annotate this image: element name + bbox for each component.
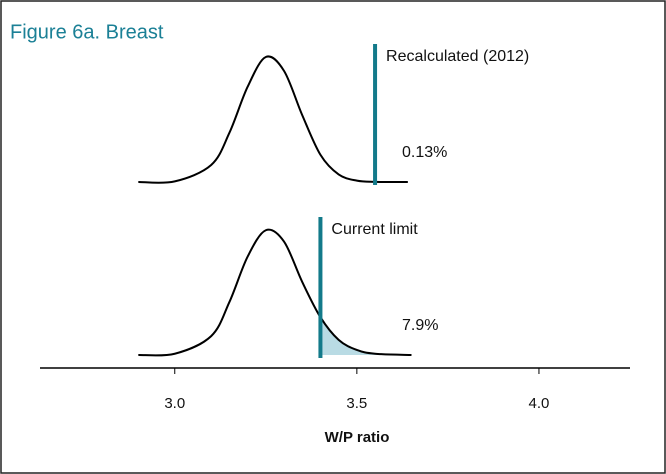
limit-label: Recalculated (2012) bbox=[386, 48, 529, 65]
x-tick-label: 3.0 bbox=[164, 395, 185, 412]
density-curve bbox=[138, 228, 412, 357]
x-tick-label: 3.5 bbox=[346, 395, 367, 412]
limit-label: Current limit bbox=[331, 221, 418, 238]
density-curve bbox=[138, 55, 408, 184]
x-axis-label: W/P ratio bbox=[325, 429, 390, 446]
tail-label: 7.9% bbox=[402, 317, 438, 334]
chart-title: Figure 6a. Breast bbox=[10, 21, 164, 43]
x-tick-label: 4.0 bbox=[529, 395, 550, 412]
tail-area bbox=[320, 317, 412, 355]
tail-label: 0.13% bbox=[402, 144, 447, 161]
